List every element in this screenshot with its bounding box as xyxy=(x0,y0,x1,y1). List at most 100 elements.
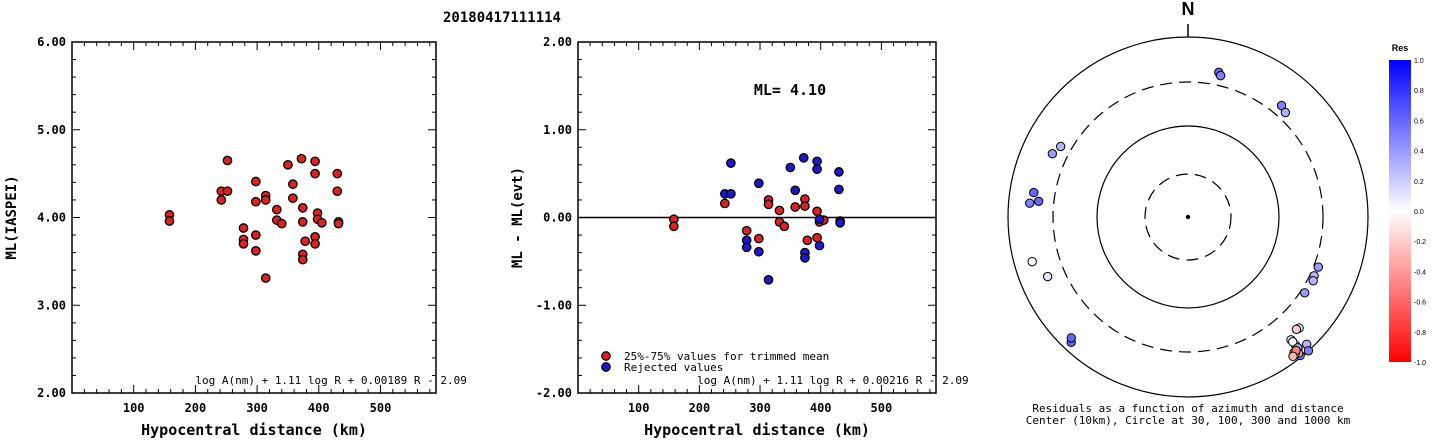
panel-azimuth-residual: N Residuals as a function of azimuth and … xyxy=(1007,0,1426,427)
data-point xyxy=(300,236,311,247)
y-tick-label: 4.00 xyxy=(37,211,66,225)
data-point xyxy=(164,216,175,226)
station-point xyxy=(1280,107,1291,118)
data-point xyxy=(726,158,736,168)
data-point xyxy=(317,217,327,228)
station-point xyxy=(1299,288,1310,298)
station-point xyxy=(1029,187,1039,198)
data-point xyxy=(835,217,845,228)
data-point xyxy=(798,152,809,163)
y-tick-label: -2.00 xyxy=(536,386,572,400)
colorbar-tick-label: -0.4 xyxy=(1414,269,1426,276)
y-tick-label: -1.00 xyxy=(536,298,572,312)
data-point xyxy=(812,232,822,243)
data-point xyxy=(222,186,233,197)
legend-marker xyxy=(601,362,611,372)
station-point xyxy=(1027,256,1037,267)
center-dot xyxy=(1185,214,1191,220)
colorbar-tick-label: -0.2 xyxy=(1414,239,1426,246)
colorbar-tick-label: -1.0 xyxy=(1414,360,1426,367)
x-tick-label: 400 xyxy=(810,401,832,415)
data-point xyxy=(800,253,810,263)
data-point xyxy=(812,206,822,217)
data-point xyxy=(310,238,320,249)
data-point xyxy=(763,199,774,210)
y-tick-label: 3.00 xyxy=(37,298,66,312)
data-point xyxy=(283,160,293,170)
x-tick-label: 100 xyxy=(628,401,650,415)
station-point xyxy=(1313,262,1324,272)
data-point xyxy=(310,168,320,179)
x-tick-label: 200 xyxy=(185,401,207,415)
colorbar-title: Res xyxy=(1392,43,1409,53)
data-point xyxy=(297,217,308,227)
formula-text: log A(nm) + 1.11 log R + 0.00216 R - 2.0… xyxy=(697,374,969,387)
data-point xyxy=(814,240,825,251)
x-tick-label: 400 xyxy=(308,401,330,415)
data-point xyxy=(719,198,730,209)
y-tick-label: 2.00 xyxy=(543,35,572,49)
colorbar-tick-label: 0.4 xyxy=(1414,149,1424,156)
data-point xyxy=(774,205,785,216)
data-point xyxy=(790,202,801,212)
y-tick-label: 2.00 xyxy=(37,386,66,400)
colorbar-tick-label: -0.8 xyxy=(1414,330,1426,337)
data-point xyxy=(834,167,844,177)
colorbar-tick-label: 0.6 xyxy=(1414,118,1424,125)
data-point xyxy=(296,153,307,164)
colorbar-tick-label: 0.0 xyxy=(1414,209,1424,216)
event-title: 20180417111114 xyxy=(443,10,561,26)
station-point xyxy=(1066,333,1076,343)
legend-label: 25%-75% values for trimmed mean xyxy=(624,350,829,363)
data-point xyxy=(222,155,233,166)
y-tick-label: 1.00 xyxy=(543,123,572,137)
data-point xyxy=(288,193,298,204)
circle-30km xyxy=(1144,173,1232,261)
data-point xyxy=(790,185,801,196)
station-point xyxy=(1288,351,1298,362)
data-point xyxy=(812,164,822,175)
station-point xyxy=(1033,196,1044,207)
data-point xyxy=(753,233,764,244)
x-axis-label: Hypocentral distance (km) xyxy=(644,421,870,439)
y-axis-label: ML - ML(evt) xyxy=(510,167,526,268)
y-axis-label: ML(IASPEI) xyxy=(4,175,20,259)
data-point xyxy=(251,230,261,240)
data-point xyxy=(276,218,287,229)
data-point xyxy=(238,238,249,249)
station-point xyxy=(1303,346,1314,356)
y-tick-label: 6.00 xyxy=(37,35,66,49)
colorbar-tick-label: 0.2 xyxy=(1414,179,1424,186)
data-point xyxy=(814,214,825,225)
data-point xyxy=(785,162,796,173)
x-tick-label: 500 xyxy=(871,401,893,415)
x-tick-label: 100 xyxy=(123,401,145,415)
caption-line2: Center (10km), Circle at 30, 100, 300 an… xyxy=(1026,414,1351,427)
circle-300km xyxy=(1052,81,1324,353)
data-point xyxy=(802,235,813,246)
data-point xyxy=(260,273,271,283)
data-point xyxy=(834,184,844,195)
colorbar-tick-label: 1.0 xyxy=(1414,58,1424,65)
formula-text: log A(nm) + 1.11 log R + 0.00189 R - 2.0… xyxy=(195,374,467,387)
legend-marker xyxy=(601,351,611,361)
data-point xyxy=(332,186,343,197)
data-point xyxy=(310,156,320,167)
panel-ml-iaspei: 100 200 300 400 500 2.00 3.00 4.00 5.00 6.00 Hypoc… xyxy=(4,35,467,439)
data-point xyxy=(800,201,810,211)
data-point xyxy=(669,221,679,232)
y-tick-label: 0.00 xyxy=(543,211,572,225)
data-point xyxy=(251,196,261,207)
station-point xyxy=(1042,271,1053,282)
colorbar-tick-label: -0.6 xyxy=(1414,300,1426,307)
station-point xyxy=(1047,149,1058,159)
station-point xyxy=(1025,198,1035,208)
north-label: N xyxy=(1182,0,1195,19)
data-point xyxy=(216,195,227,205)
plot-frame xyxy=(71,41,437,394)
colorbar-tick-label: 0.8 xyxy=(1414,88,1424,95)
data-point xyxy=(763,274,774,285)
panel-ml-residual: 100 200 300 400 500 -2.00 -1.00 0.00 1.00 2.00 Hyp… xyxy=(510,35,969,439)
x-tick-label: 500 xyxy=(370,401,392,415)
circle-100km xyxy=(1096,125,1280,309)
